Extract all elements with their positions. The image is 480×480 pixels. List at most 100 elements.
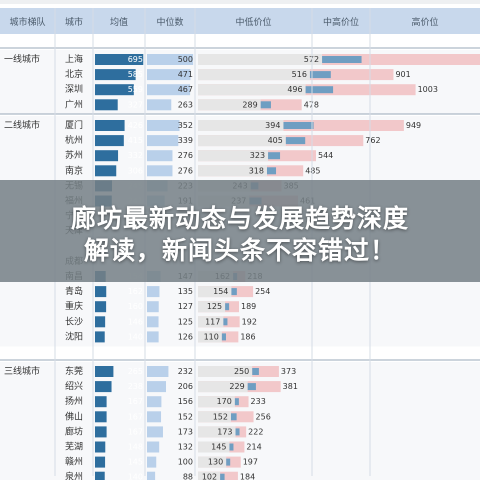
mean-label: 559 — [128, 85, 143, 94]
mean-label: 695 — [128, 55, 143, 64]
median-label: 276 — [178, 151, 193, 160]
low-bar — [198, 396, 235, 408]
mean-label: 585 — [128, 70, 143, 79]
low-bar — [198, 135, 286, 147]
mean-label: 146 — [128, 317, 143, 326]
city-label: 广州 — [65, 98, 83, 110]
median-bar — [147, 84, 191, 96]
mean-bar — [95, 301, 107, 313]
mid-bar — [305, 86, 334, 94]
mean-bar — [95, 456, 106, 468]
city-label: 长沙 — [65, 315, 83, 327]
header-city: 城市 — [65, 16, 83, 28]
mean-bar — [95, 411, 107, 423]
headline-banner — [0, 180, 480, 282]
median-label: 132 — [178, 443, 193, 452]
median-bar — [147, 366, 169, 377]
low-label: 229 — [229, 382, 244, 391]
mean-bar — [95, 396, 107, 408]
high-label: 233 — [251, 397, 266, 406]
median-label: 173 — [178, 427, 193, 436]
low-label: 110 — [204, 332, 219, 341]
median-label: 276 — [178, 166, 193, 175]
mean-bar — [95, 381, 112, 393]
low-bar — [198, 165, 267, 177]
median-bar — [147, 426, 163, 438]
low-label: 250 — [234, 367, 249, 376]
median-label: 500 — [178, 55, 193, 64]
low-label: 323 — [250, 151, 265, 160]
low-bar — [198, 84, 306, 96]
low-label: 130 — [208, 458, 223, 467]
high-label: 197 — [243, 458, 258, 467]
mean-label: 426 — [128, 121, 143, 130]
median-bar — [147, 99, 172, 111]
headline-line-2: 解读，新闻头条不容错过！ — [83, 236, 396, 265]
headline-line-1: 廊坊最新动态与发展趋势深度 — [70, 204, 409, 233]
city-label: 北京 — [65, 68, 83, 80]
median-label: 88 — [183, 473, 193, 480]
median-bar — [147, 301, 159, 313]
high-label: 381 — [283, 382, 298, 391]
low-bar — [198, 286, 232, 298]
median-bar — [147, 165, 173, 177]
mean-label: 415 — [128, 136, 143, 145]
low-bar — [198, 456, 227, 468]
low-label: 318 — [249, 166, 264, 175]
mean-label: 148 — [128, 443, 143, 452]
low-label: 173 — [217, 427, 232, 436]
low-bar — [198, 150, 269, 162]
mean-label: 306 — [128, 166, 143, 175]
low-label: 117 — [205, 317, 220, 326]
high-label: 192 — [242, 317, 257, 326]
tier-label: 二线城市 — [4, 119, 40, 131]
low-label: 170 — [217, 397, 232, 406]
median-bar — [147, 456, 157, 468]
tier-label: 一线城市 — [4, 53, 40, 65]
low-label: 289 — [242, 100, 257, 109]
high-label: 184 — [240, 473, 255, 480]
header-tier: 城市梯队 — [9, 16, 45, 28]
header-mid: 中高价位 — [323, 16, 359, 28]
high-label: 256 — [256, 412, 271, 421]
tier-label: 三线城市 — [4, 365, 40, 377]
median-label: 263 — [178, 100, 193, 109]
city-label: 泉州 — [65, 471, 83, 480]
median-bar — [147, 411, 162, 423]
median-label: 152 — [178, 412, 193, 421]
city-label: 扬州 — [65, 395, 83, 407]
median-bar — [147, 54, 194, 65]
mean-bar — [95, 120, 125, 131]
city-label: 杭州 — [65, 134, 83, 146]
median-bar — [147, 286, 160, 298]
header-median: 中位数 — [156, 16, 183, 28]
mid-bar — [252, 368, 259, 375]
low-label: 145 — [211, 443, 226, 452]
mean-label: 167 — [128, 427, 143, 436]
median-bar — [147, 441, 160, 453]
city-label: 赣州 — [65, 456, 83, 468]
low-label: 405 — [268, 136, 283, 145]
city-label: 沈阳 — [65, 330, 83, 342]
mean-bar — [95, 441, 106, 453]
high-label: 544 — [318, 151, 333, 160]
city-label: 绍兴 — [65, 380, 83, 392]
median-bar — [147, 120, 180, 131]
header-mean: 均值 — [110, 16, 128, 28]
median-label: 100 — [178, 458, 193, 467]
mean-label: 238 — [128, 382, 143, 391]
low-bar — [198, 441, 230, 453]
mid-bar — [229, 443, 234, 451]
low-bar — [198, 120, 284, 131]
median-label: 126 — [178, 332, 193, 341]
high-label: 189 — [241, 302, 256, 311]
low-label: 516 — [292, 70, 307, 79]
high-label: 254 — [255, 287, 270, 296]
low-bar — [198, 54, 323, 65]
mean-bar — [95, 471, 105, 480]
mid-bar — [223, 318, 228, 326]
high-label: 373 — [281, 367, 296, 376]
header-low: 中低价位 — [235, 16, 271, 28]
mean-bar — [95, 150, 119, 162]
high-label: 485 — [305, 166, 320, 175]
